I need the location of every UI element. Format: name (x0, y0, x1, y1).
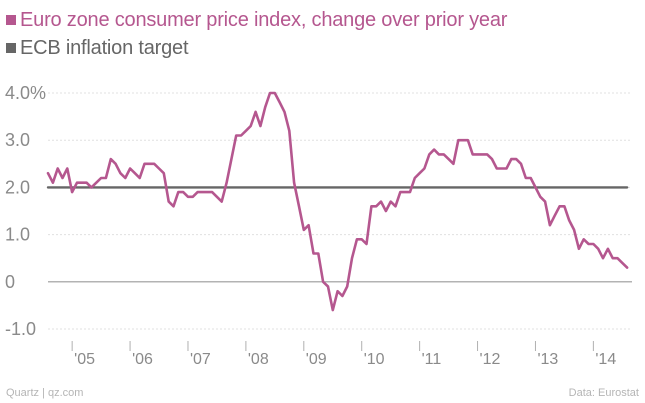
x-tick-label: '09 (306, 351, 327, 368)
y-tick-label: -1.0 (5, 319, 36, 339)
x-axis-ticks: '05 '06 '07 '08 '09 '10 '11 '12 '13 '14 (71, 341, 616, 368)
x-tick-label: '07 (190, 351, 211, 368)
x-tick-label: '13 (537, 351, 558, 368)
x-tick-label: '05 (74, 351, 95, 368)
legend-item-target: ECB inflation target (6, 34, 507, 62)
x-tick-label: '14 (595, 351, 616, 368)
legend-item-cpi: Euro zone consumer price index, change o… (6, 6, 507, 34)
y-tick-label: 4.0% (5, 83, 46, 103)
x-tick-label: '08 (248, 351, 269, 368)
legend-label-target: ECB inflation target (20, 36, 189, 59)
y-axis-ticks: 4.0% 3.0 2.0 1.0 0 -1.0 (5, 83, 46, 339)
x-tick-label: '06 (132, 351, 153, 368)
footer-source-left: Quartz | qz.com (6, 387, 84, 399)
x-tick-label: '10 (364, 351, 385, 368)
series-group (46, 91, 629, 312)
x-tick-label: '12 (480, 351, 501, 368)
y-tick-label: 0 (5, 272, 15, 292)
y-tick-label: 1.0 (5, 225, 30, 245)
legend-label-cpi: Euro zone consumer price index, change o… (20, 8, 508, 31)
y-tick-label: 2.0 (5, 177, 30, 197)
chart-legend: Euro zone consumer price index, change o… (6, 6, 507, 62)
footer-source-right: Data: Eurostat (568, 387, 639, 399)
series-line-cpi (46, 91, 629, 312)
legend-swatch-target (6, 43, 16, 53)
x-tick-label: '11 (422, 351, 442, 368)
y-tick-label: 3.0 (5, 130, 30, 150)
legend-swatch-cpi (6, 15, 16, 25)
